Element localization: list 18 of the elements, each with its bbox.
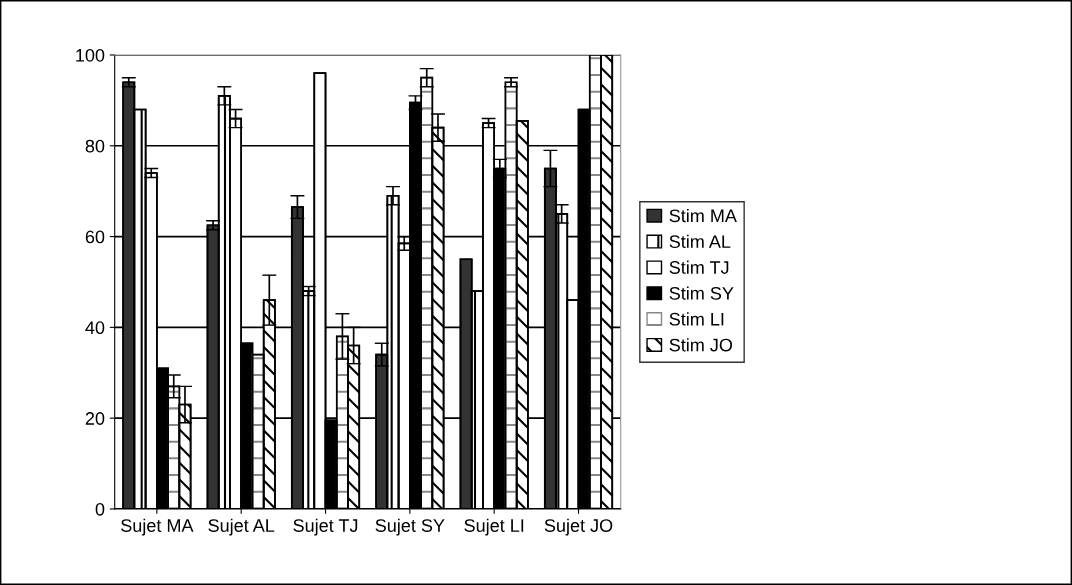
legend-label: Stim TJ bbox=[669, 260, 729, 274]
y-tick-label: 60 bbox=[85, 230, 105, 244]
legend-label: Stim AL bbox=[669, 234, 731, 249]
y-tick-label: 20 bbox=[85, 412, 105, 425]
x-tick-label: Sujet LI bbox=[464, 518, 524, 536]
y-tick-label: 40 bbox=[85, 321, 105, 335]
x-tick-label: Sujet JO bbox=[544, 518, 613, 536]
y-tick-label: 80 bbox=[85, 139, 105, 153]
x-tick-label: Sujet SY bbox=[375, 518, 445, 536]
x-tick-label: Sujet AL bbox=[208, 518, 275, 536]
legend-label: Stim JO bbox=[669, 338, 733, 352]
legend-label: Stim SY bbox=[669, 286, 734, 300]
y-tick-label: 0 bbox=[95, 502, 105, 516]
x-tick-label: Sujet TJ bbox=[293, 518, 358, 536]
legend-label: Stim LI bbox=[669, 312, 724, 326]
y-tick-label: 100 bbox=[76, 48, 105, 62]
legend-label: Stim MA bbox=[669, 208, 737, 223]
x-tick-label: Sujet MA bbox=[121, 518, 194, 536]
